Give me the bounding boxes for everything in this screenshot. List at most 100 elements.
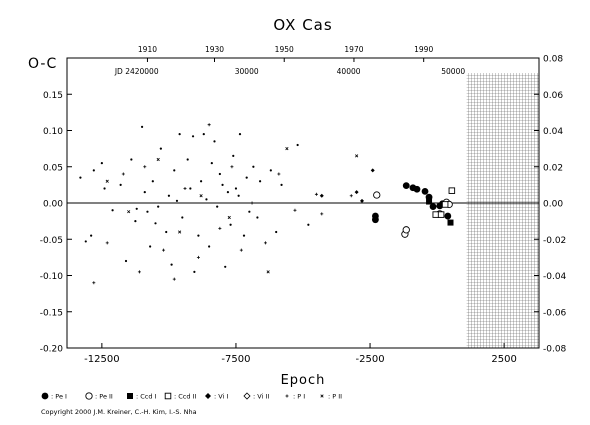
data-point (426, 198, 433, 205)
data-point (314, 192, 318, 196)
jd-tick-label: 40000 (337, 67, 361, 76)
data-point (402, 226, 410, 234)
data-point (165, 230, 168, 234)
year-tick-label: 1930 (205, 45, 224, 54)
data-point (307, 223, 310, 226)
y-tick-label-right: -0.02 (543, 236, 566, 246)
left-y-ticks: 0.15 0.10 0.05 0.00 -0.05 -0.10 -0.15 -0.20 (40, 91, 72, 355)
data-point (199, 194, 203, 198)
x-tick-label: 2500 (491, 354, 516, 365)
data-point (230, 165, 234, 169)
data-point (146, 210, 149, 213)
data-point (130, 158, 133, 161)
data-point (162, 248, 166, 252)
data-point (173, 169, 176, 172)
y-tick-label-right: -0.04 (543, 272, 567, 282)
data-point (175, 199, 179, 202)
y-tick-label-right: 0.08 (543, 55, 563, 65)
data-point (196, 255, 200, 259)
y-tick-label-right: 0.02 (543, 163, 563, 173)
data-point (218, 172, 221, 176)
y-tick-label-left: 0.05 (43, 163, 63, 173)
data-point (245, 176, 248, 179)
legend-label: : Pe I (51, 393, 67, 401)
copyright-note: Copyright 2000 J.M. Kreiner, C.-H. Kim, … (41, 408, 197, 416)
data-point (100, 162, 103, 165)
data-point (226, 191, 230, 194)
data-point (193, 270, 196, 273)
y-tick-label-left: 0.10 (43, 127, 63, 137)
data-point (90, 234, 93, 237)
jd-ticks: JD 2420000 30000 40000 50000 (114, 67, 466, 76)
data-point (92, 169, 95, 172)
data-point (178, 230, 182, 234)
data-point (127, 210, 131, 214)
data-point (84, 240, 87, 243)
data-point (250, 201, 254, 205)
data-point (103, 187, 106, 190)
hatched-region (466, 73, 539, 348)
data-point (213, 140, 216, 143)
data-point (229, 223, 232, 226)
data-point (232, 154, 235, 157)
data-points (79, 123, 456, 285)
data-point (355, 154, 359, 158)
data-point (263, 241, 267, 245)
legend-marker (127, 393, 133, 399)
data-point (256, 216, 259, 219)
data-point (189, 187, 192, 190)
legend-marker (85, 392, 93, 400)
data-point (258, 180, 262, 183)
data-point (159, 147, 162, 150)
data-point (429, 203, 437, 211)
legend-marker (320, 394, 324, 398)
data-point (266, 270, 270, 274)
data-point (186, 158, 189, 161)
y-tick-label-left: -0.20 (40, 345, 64, 355)
data-point (285, 147, 289, 151)
data-point (137, 270, 141, 274)
legend-label: : Ccd II (174, 393, 196, 401)
data-point (360, 198, 364, 203)
data-point (437, 211, 445, 218)
data-point (373, 191, 381, 199)
legend-label: : Pe II (95, 393, 113, 401)
data-point (227, 215, 231, 220)
jd-tick-label: JD 2420000 (114, 67, 159, 76)
data-point (121, 172, 125, 176)
data-point (92, 281, 96, 285)
data-point (421, 188, 429, 195)
data-point (296, 143, 299, 147)
data-point (402, 182, 410, 190)
data-point (134, 220, 137, 223)
data-point (183, 187, 187, 190)
legend-marker (285, 394, 289, 398)
data-point (105, 179, 109, 183)
data-point (79, 176, 82, 179)
data-point (448, 187, 456, 194)
y-tick-label-right: 0.00 (543, 200, 563, 210)
legend-label: : Vi II (253, 393, 269, 401)
year-ticks: 1910 1930 1950 1970 1990 (138, 45, 433, 62)
chart-title: OX Cas (273, 16, 332, 34)
data-point (252, 165, 255, 168)
legend: : Pe I: Pe II: Ccd I: Ccd II: Vi I: Vi I… (41, 392, 342, 401)
y-tick-label-left: -0.05 (40, 236, 63, 246)
data-point (105, 241, 109, 245)
data-point (224, 265, 227, 268)
data-point (234, 187, 238, 190)
data-point (216, 205, 219, 208)
data-point (157, 205, 160, 208)
y-tick-label-right: 0.04 (543, 127, 563, 137)
data-point (135, 207, 138, 210)
data-point (111, 209, 114, 212)
data-point (143, 191, 146, 194)
data-point (354, 190, 359, 195)
year-tick-label: 1970 (344, 45, 363, 54)
legend-label: : P II (328, 393, 342, 401)
data-point (207, 123, 211, 127)
y-tick-label-left: -0.15 (40, 308, 63, 318)
data-point (370, 168, 375, 173)
y-tick-label-left: 0.00 (43, 200, 63, 210)
